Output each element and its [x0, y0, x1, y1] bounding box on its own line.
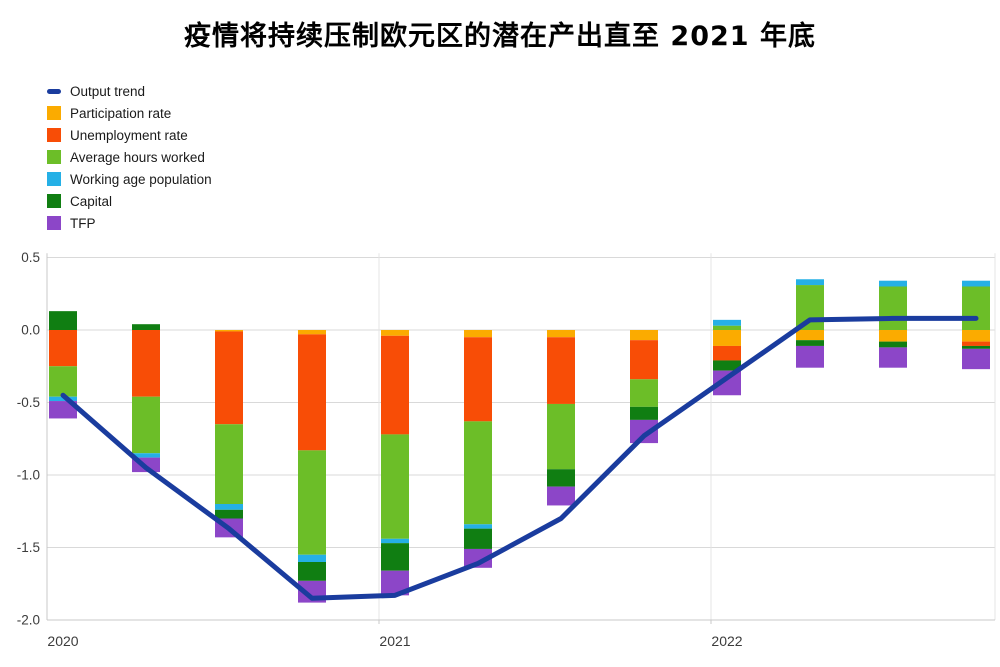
- legend-item-label: TFP: [70, 215, 96, 231]
- legend-color-swatch: [47, 216, 61, 230]
- legend-item-label: Average hours worked: [70, 149, 205, 165]
- bar-segment-participation: [215, 330, 243, 332]
- bar-segment-hours: [464, 421, 492, 525]
- chart-title: 疫情将持续压制欧元区的潜在产出直至 2021 年底: [184, 21, 816, 52]
- bar-segment-capital: [630, 406, 658, 420]
- bar-segment-tfp: [547, 486, 575, 506]
- bar-segment-participation: [381, 330, 409, 336]
- bar-segment-tfp: [879, 347, 907, 368]
- bar-segment-capital: [215, 509, 243, 519]
- legend-item: Capital: [47, 190, 212, 212]
- bar-segment-participation: [547, 330, 575, 338]
- bar-segment-working_age: [713, 319, 741, 326]
- legend-item: Working age population: [47, 168, 212, 190]
- bar-segment-participation: [962, 330, 990, 342]
- bar-segment-hours: [381, 434, 409, 539]
- bar-segment-hours: [630, 379, 658, 407]
- y-axis-tick-label: -1.5: [17, 540, 40, 555]
- y-axis-tick-label: -1.0: [17, 468, 40, 483]
- bar-segment-working_age: [298, 554, 326, 562]
- y-axis-tick-label: -0.5: [17, 395, 40, 410]
- x-axis-tick-label: 2021: [379, 633, 410, 649]
- bar-segment-capital: [381, 543, 409, 571]
- bar-segment-tfp: [962, 348, 990, 370]
- bar-segment-working_age: [464, 524, 492, 529]
- bar-segment-tfp: [464, 548, 492, 568]
- legend-color-swatch: [47, 150, 61, 164]
- legend-line-swatch: [47, 88, 61, 94]
- legend-item: Participation rate: [47, 102, 212, 124]
- bar-segment-unemployment: [381, 335, 409, 435]
- bar-segment-hours: [547, 403, 575, 470]
- legend-item: Unemployment rate: [47, 124, 212, 146]
- bar-segment-tfp: [630, 419, 658, 444]
- chart-legend: Output trend Participation rate Unemployme…: [47, 80, 212, 234]
- bar-segment-capital: [962, 345, 990, 349]
- bar-segment-unemployment: [962, 341, 990, 346]
- bar-segment-capital: [796, 340, 824, 346]
- bar-segment-working_age: [215, 504, 243, 510]
- x-axis-tick-label: 2020: [47, 633, 78, 649]
- y-axis-tick-label: -2.0: [17, 613, 40, 628]
- x-axis-tick-label: 2022: [711, 633, 742, 649]
- legend-item: Output trend: [47, 80, 212, 102]
- legend-item-label: Participation rate: [70, 105, 172, 121]
- bar-segment-capital: [464, 528, 492, 549]
- legend-item-label: Output trend: [70, 83, 146, 99]
- bar-segment-capital: [547, 469, 575, 487]
- bar-segment-capital: [49, 311, 77, 330]
- bar-segment-unemployment: [132, 330, 160, 397]
- bar-segment-working_age: [132, 453, 160, 458]
- bar-segment-participation: [298, 330, 326, 335]
- bar-segment-hours: [962, 286, 990, 330]
- legend-color-swatch: [47, 128, 61, 142]
- bar-segment-working_age: [962, 280, 990, 287]
- legend-item-label: Working age population: [70, 171, 212, 187]
- bar-segment-hours: [879, 286, 907, 330]
- bar-segment-tfp: [796, 345, 824, 368]
- bar-segment-hours: [132, 396, 160, 454]
- bar-segment-participation: [796, 330, 824, 341]
- bar-segment-hours: [215, 424, 243, 504]
- legend-item: Average hours worked: [47, 146, 212, 168]
- bar-segment-unemployment: [713, 345, 741, 361]
- bar-segment-participation: [464, 330, 492, 338]
- bar-segment-working_age: [879, 280, 907, 287]
- legend-item: TFP: [47, 212, 212, 234]
- bar-segment-unemployment: [49, 330, 77, 367]
- output-trend-line: [60, 315, 979, 601]
- bar-segment-capital: [713, 360, 741, 371]
- bar-segment-working_age: [796, 279, 824, 286]
- bar-segment-participation: [630, 330, 658, 341]
- bar-segment-hours: [796, 285, 824, 330]
- bar-segment-unemployment: [464, 337, 492, 422]
- legend-item-label: Capital: [70, 193, 113, 209]
- bar-segment-unemployment: [547, 337, 575, 404]
- bar-segment-unemployment: [215, 331, 243, 425]
- bar-segment-capital: [132, 324, 160, 330]
- chart-area: 0.5 0.0 -0.5 -1.0 -1.5 -2.0 2020 2021 2022: [17, 250, 996, 649]
- bar-segment-tfp: [49, 401, 77, 419]
- bar-segment-working_age: [381, 538, 409, 544]
- bar-segment-capital: [298, 562, 326, 581]
- bar-segment-hours: [298, 450, 326, 555]
- bar-segment-capital: [879, 341, 907, 348]
- y-axis-tick-label: 0.0: [21, 323, 40, 338]
- bar-segment-participation: [713, 330, 741, 346]
- bar-segment-unemployment: [630, 340, 658, 380]
- bar-segment-hours: [713, 325, 741, 330]
- y-axis-tick-label: 0.5: [21, 250, 40, 265]
- bar-segment-participation: [879, 330, 907, 342]
- legend-item-label: Unemployment rate: [70, 127, 188, 143]
- legend-color-swatch: [47, 106, 61, 120]
- bar-segment-unemployment: [298, 334, 326, 451]
- bar-segment-hours: [49, 366, 77, 397]
- legend-color-swatch: [47, 194, 61, 208]
- bar-segment-working_age: [49, 396, 77, 402]
- legend-color-swatch: [47, 172, 61, 186]
